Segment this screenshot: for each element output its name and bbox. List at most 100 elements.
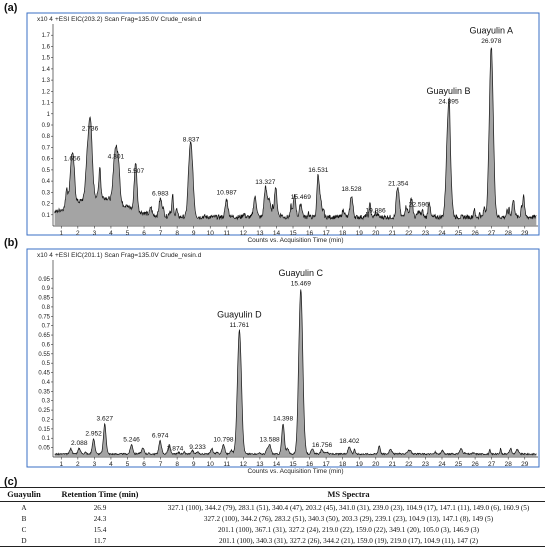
cell-ms: 327.1 (100), 344.2 (79), 283.1 (51), 340… <box>167 503 530 512</box>
peak-label: 22.596 <box>409 202 430 209</box>
x-tick-label: 22 <box>405 230 413 237</box>
y-tick-label: 0.25 <box>38 408 50 414</box>
x-tick-label: 29 <box>521 230 529 237</box>
x-tick-label: 24 <box>438 230 446 237</box>
table-row: D 11.7 201.1 (100), 340.3 (31), 327.2 (2… <box>0 535 545 547</box>
y-tick-label: 0.8 <box>42 305 51 311</box>
x-tick-label: 19 <box>356 230 364 237</box>
peak-label: 2.736 <box>82 125 99 132</box>
col-header-retention: Retention Time (min) <box>48 487 152 502</box>
y-tick-label: 0.95 <box>38 277 50 283</box>
x-axis-title: Counts vs. Acquisition Time (min) <box>247 237 343 244</box>
x-tick-label: 15 <box>289 230 297 237</box>
x-tick-label: 21 <box>389 230 397 237</box>
y-tick-label: 0.5 <box>42 361 51 367</box>
x-tick-label: 21 <box>389 461 397 468</box>
x-tick-label: 13 <box>256 230 264 237</box>
compound-annotation: Guayulin D <box>217 309 262 319</box>
panel-c-letter: (c) <box>4 476 18 488</box>
x-tick-label: 9 <box>192 230 196 237</box>
peak-label: 15.469 <box>291 194 312 201</box>
y-tick-label: 1.7 <box>42 33 51 39</box>
cell-compound: C <box>21 525 27 534</box>
cell-ms: 327.2 (100), 344.2 (76), 283.2 (51), 340… <box>203 514 494 523</box>
y-tick-label: 0.55 <box>38 352 50 358</box>
y-tick-label: 1.6 <box>42 44 51 50</box>
peak-label: 19.986 <box>365 207 386 214</box>
x-tick-label: 27 <box>488 230 496 237</box>
y-tick-label: 0.3 <box>42 190 51 196</box>
peak-label: 21.354 <box>388 180 409 187</box>
peak-label: 2.952 <box>85 431 102 438</box>
x-tick-label: 25 <box>455 230 463 237</box>
cell-compound: B <box>21 514 27 523</box>
legend-entry: +ESI EIC(201.1) Scan Frag=135.0V Crude_r… <box>55 252 202 259</box>
x-tick-label: 5 <box>126 230 130 237</box>
x-tick-label: 10 <box>207 461 215 468</box>
col-header-ms: MS Spectra <box>152 487 545 502</box>
y-tick-label: 0.3 <box>42 399 51 405</box>
y-tick-label: 0.35 <box>38 389 50 395</box>
peak-label: 11.761 <box>230 322 250 329</box>
y-tick-label: 0.2 <box>42 417 51 423</box>
x-tick-label: 22 <box>405 461 413 468</box>
peak-label: 16.531 <box>308 167 329 174</box>
y-tick-label: 0.75 <box>38 314 50 320</box>
x-tick-label: 15 <box>289 461 297 468</box>
x-tick-label: 26 <box>471 230 479 237</box>
x-tick-label: 16 <box>306 230 314 237</box>
y-tick-label: 0.15 <box>38 427 50 433</box>
x-tick-label: 13 <box>256 461 264 468</box>
x-tick-label: 14 <box>273 230 281 237</box>
compound-annotation: Guayulin C <box>279 268 324 278</box>
ms-table: Guayulin Retention Time (min) MS Spectra… <box>0 487 545 547</box>
y-tick-label: 0.2 <box>42 202 51 208</box>
x-tick-label: 3 <box>93 230 97 237</box>
cell-compound: A <box>21 503 27 512</box>
cell-retention: 15.4 <box>93 525 107 534</box>
x-tick-label: 1 <box>59 461 63 468</box>
x-tick-label: 4 <box>109 461 113 468</box>
x-tick-label: 28 <box>505 230 513 237</box>
y-tick-label: 0.45 <box>38 371 50 377</box>
panel-b-letter: (b) <box>4 237 19 249</box>
peak-label: 10.798 <box>213 436 234 443</box>
y-tick-label: 0.9 <box>42 286 51 292</box>
peak-label: 15.469 <box>291 281 312 288</box>
x-tick-label: 10 <box>207 230 215 237</box>
x-axis-title: Counts vs. Acquisition Time (min) <box>247 468 343 475</box>
x-tick-label: 11 <box>223 461 230 468</box>
x-tick-label: 12 <box>240 461 248 468</box>
y-tick-label: 0.1 <box>42 436 51 442</box>
table-row: A 26.9 327.1 (100), 344.2 (79), 283.1 (5… <box>0 502 545 514</box>
x-tick-label: 1 <box>59 230 63 237</box>
peak-label: 9.233 <box>189 444 206 451</box>
cell-ms: 201.1 (100), 340.3 (31), 327.2 (26), 344… <box>152 535 545 547</box>
peak-label: 8.837 <box>183 137 200 144</box>
peak-label: 10.987 <box>217 189 238 196</box>
chart-a-svg: x10 4 +ESI EIC(203.2) Scan Frag=135.0V Cr… <box>26 12 540 244</box>
y-tick-label: 0.85 <box>38 296 50 302</box>
peak-label: 2.088 <box>71 440 88 447</box>
y-tick-label: 1.3 <box>42 78 51 84</box>
x-tick-label: 6 <box>142 230 146 237</box>
peak-label: 1.656 <box>64 156 81 163</box>
peak-label: 13.327 <box>255 179 276 186</box>
peak-label: 4.301 <box>108 153 125 160</box>
x-tick-label: 8 <box>175 461 179 468</box>
y-tick-label: 0.4 <box>42 179 51 185</box>
x-tick-label: 8 <box>175 230 179 237</box>
ms-table-header-row: Guayulin Retention Time (min) MS Spectra <box>0 487 545 502</box>
peak-label: 18.528 <box>341 186 362 193</box>
chart-b-svg: x10 4 +ESI EIC(201.1) Scan Frag=135.0V Cr… <box>26 248 540 475</box>
peak-label: 5.246 <box>123 436 140 443</box>
peak-label: 7.874 <box>167 446 184 453</box>
compound-annotation: Guayulin A <box>470 25 514 35</box>
y-tick-label: 1.2 <box>42 89 51 95</box>
x-tick-label: 7 <box>159 461 163 468</box>
panel-a-letter: (a) <box>4 2 18 14</box>
y-tick-label: 1.4 <box>42 67 51 73</box>
x-tick-label: 6 <box>142 461 146 468</box>
x-tick-label: 23 <box>422 230 430 237</box>
peak-label: 18.402 <box>339 438 360 445</box>
